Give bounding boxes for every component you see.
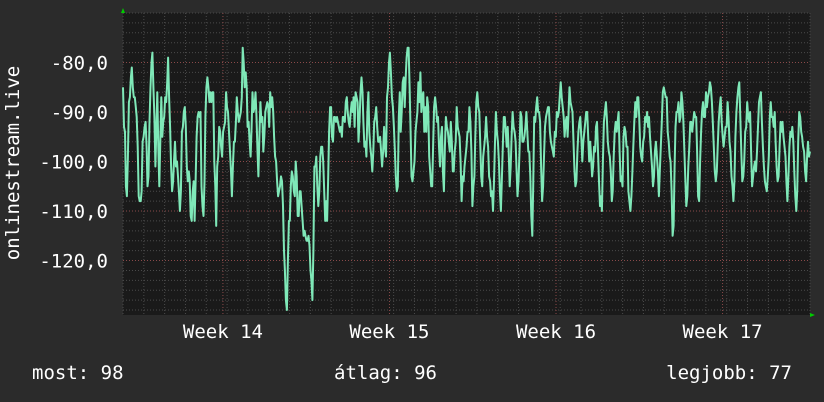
y-tick-label: -80,0 [51, 53, 108, 75]
x-axis-arrow-icon [810, 313, 815, 317]
x-tick-label: Week 14 [183, 321, 263, 343]
stat-current: most: 98 [32, 362, 124, 384]
plot-area [123, 13, 810, 315]
chart-ticks: -80,0 -90,0 -100,0 -110,0 -120,0 Week 14 Week … [39, 53, 762, 343]
x-tick-label: Week 17 [683, 321, 763, 343]
chart-grid [122, 12, 811, 315]
y-tick-label: -120,0 [39, 251, 108, 273]
y-axis-label: onlinestream.live [2, 66, 24, 260]
stat-best: legjobb: 77 [666, 362, 792, 384]
y-axis-arrow-icon [121, 8, 125, 13]
y-tick-label: -110,0 [39, 201, 108, 223]
y-tick-label: -100,0 [39, 152, 108, 174]
x-tick-label: Week 15 [349, 321, 429, 343]
series-line [122, 46, 811, 311]
y-tick-label: -90,0 [51, 102, 108, 124]
stat-average: átlag: 96 [334, 362, 437, 384]
x-tick-label: Week 16 [516, 321, 596, 343]
axis-arrows [121, 8, 815, 317]
